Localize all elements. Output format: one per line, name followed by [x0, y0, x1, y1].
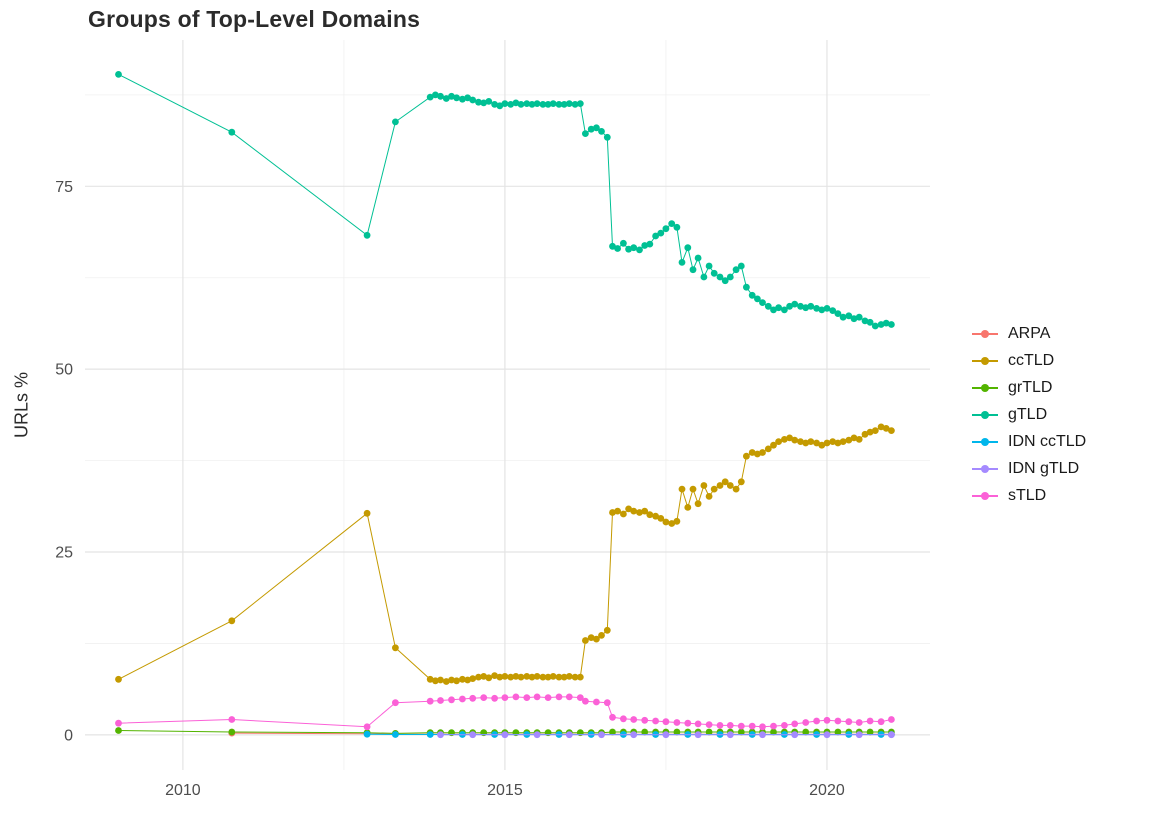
legend-key-icon: [972, 488, 998, 504]
legend-key-icon: [972, 461, 998, 477]
svg-text:2020: 2020: [809, 782, 845, 799]
legend-key-icon: [972, 434, 998, 450]
gridlines-minor: [85, 40, 930, 770]
svg-text:25: 25: [55, 545, 73, 562]
series-cctld: [115, 423, 895, 685]
legend-item-cctld: ccTLD: [972, 347, 1086, 374]
svg-text:2015: 2015: [487, 782, 523, 799]
svg-text:2010: 2010: [165, 782, 201, 799]
legend-key-icon: [972, 326, 998, 342]
legend-item-stld: sTLD: [972, 482, 1086, 509]
legend: ARPA ccTLD grTLD gTLD IDN ccTLD IDN gTLD…: [972, 320, 1086, 509]
legend-item-idn-gtld: IDN gTLD: [972, 455, 1086, 482]
legend-item-arpa: ARPA: [972, 320, 1086, 347]
legend-key-icon: [972, 353, 998, 369]
svg-text:75: 75: [55, 179, 73, 196]
series-stld: [115, 693, 895, 731]
legend-item-grtld: grTLD: [972, 374, 1086, 401]
legend-item-idn-cctld: IDN ccTLD: [972, 428, 1086, 455]
svg-text:0: 0: [64, 727, 73, 744]
series-gtld: [115, 71, 895, 330]
svg-text:50: 50: [55, 362, 73, 379]
gridlines-major: [85, 40, 930, 770]
legend-key-icon: [972, 380, 998, 396]
legend-key-icon: [972, 407, 998, 423]
legend-label: ccTLD: [1008, 351, 1055, 369]
legend-label: ARPA: [1008, 324, 1051, 342]
chart-title: Groups of Top-Level Domains: [88, 6, 421, 32]
legend-label: gTLD: [1008, 405, 1048, 423]
legend-label: IDN ccTLD: [1008, 432, 1087, 450]
legend-label: grTLD: [1008, 378, 1053, 396]
legend-label: IDN gTLD: [1008, 459, 1080, 477]
series-idn-gtld: [437, 731, 895, 739]
y-axis-label: URLs %: [11, 371, 32, 439]
legend-label: sTLD: [1008, 486, 1047, 504]
axis-tick-labels: 0 25 50 75 2010 2015 2020: [55, 179, 845, 799]
legend-item-gtld: gTLD: [972, 401, 1086, 428]
